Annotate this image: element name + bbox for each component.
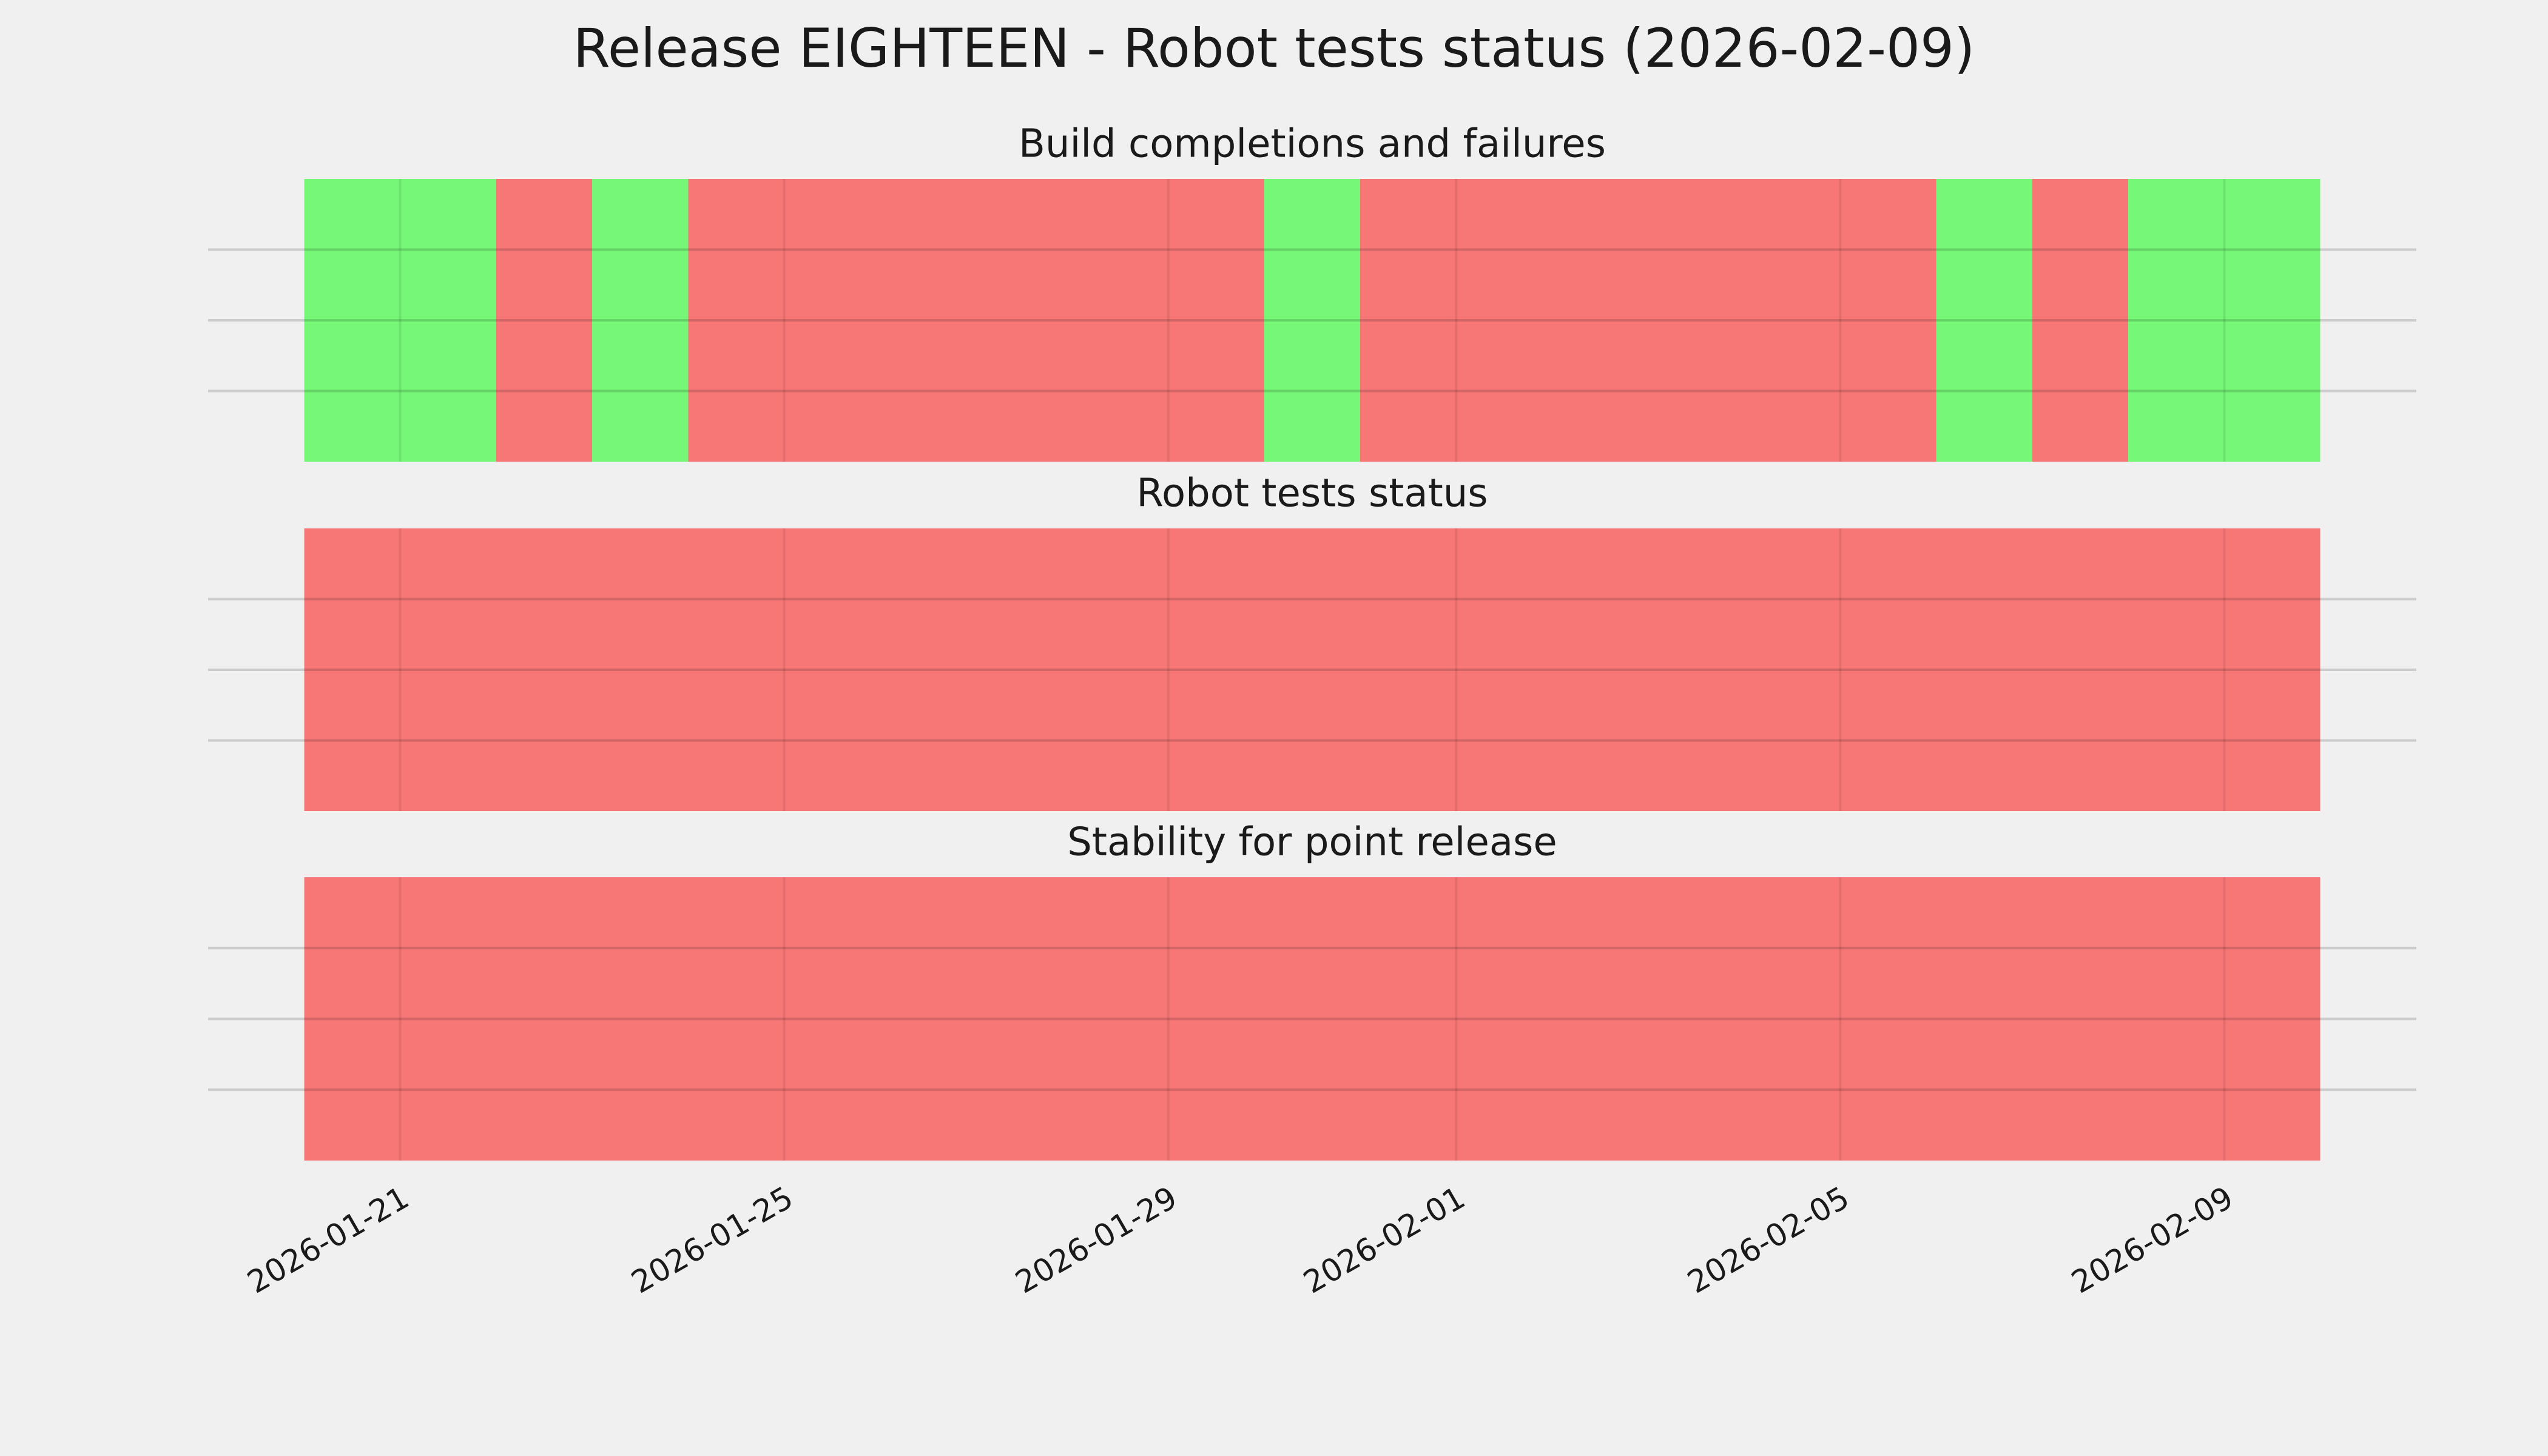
status-bar [1072,179,1168,462]
subplot-title: Stability for point release [1067,820,1557,865]
status-bar [976,528,1073,811]
status-bar [688,528,784,811]
status-bar [592,877,689,1161]
status-bar [1648,877,1745,1161]
status-bar [2128,528,2225,811]
status-bar [976,179,1073,462]
status-bar [1456,528,1552,811]
status-bar [1072,528,1168,811]
status-bar [1744,877,1841,1161]
status-bar [1648,179,1745,462]
status-bar [1936,179,2032,462]
status-bar [2128,877,2225,1161]
status-bar [2032,877,2129,1161]
status-bar [304,877,400,1161]
status-bar [592,179,689,462]
status-bar [2224,877,2320,1161]
status-bar [1264,528,1361,811]
status-bar [304,528,400,811]
status-bar [1744,179,1841,462]
status-bar [1552,877,1648,1161]
status-bar [1264,877,1361,1161]
status-bar [1936,528,2032,811]
status-bar [304,179,400,462]
status-bar [1456,179,1552,462]
subplot-title: Build completions and failures [1019,122,1606,167]
status-bar [496,528,593,811]
status-bar [2224,528,2320,811]
status-bar [400,179,496,462]
status-bar [1552,179,1648,462]
status-bar [1168,179,1264,462]
status-bar [880,877,977,1161]
status-bar [1360,877,1457,1161]
status-bar [1168,528,1264,811]
subplot-title: Robot tests status [1136,471,1488,516]
status-bar [592,528,689,811]
status-bar [1840,179,1936,462]
status-bar [1360,528,1457,811]
status-bar [976,877,1073,1161]
status-bar [1456,877,1552,1161]
status-bar [1264,179,1361,462]
status-bar [2224,179,2320,462]
status-bar [688,877,784,1161]
figure-title: Release EIGHTEEN - Robot tests status (2… [573,17,1975,79]
status-bar [1936,877,2032,1161]
status-bar [1360,179,1457,462]
status-bar [2128,179,2225,462]
status-bar [496,179,593,462]
status-bar [1168,877,1264,1161]
status-bar [1552,528,1648,811]
status-bar [880,179,977,462]
status-bar [400,877,496,1161]
status-bar [400,528,496,811]
status-bar [880,528,977,811]
status-bar [496,877,593,1161]
status-bar [688,179,784,462]
status-bar [1840,877,1936,1161]
status-bar [784,528,880,811]
status-bar [2032,528,2129,811]
status-bar [1072,877,1168,1161]
status-bar [1648,528,1745,811]
status-bar [1840,528,1936,811]
status-bar [784,179,880,462]
status-bar [2032,179,2129,462]
status-bar [784,877,880,1161]
status-bar [1744,528,1841,811]
